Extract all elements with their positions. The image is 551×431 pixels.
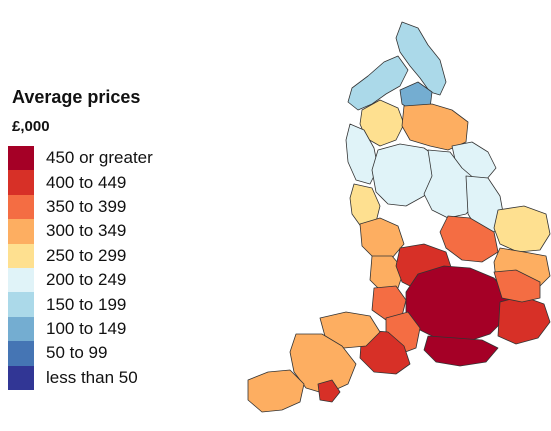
region-cambridgeshire bbox=[439, 215, 499, 263]
legend-label: 350 to 399 bbox=[46, 196, 127, 216]
legend-label: 50 to 99 bbox=[46, 343, 108, 363]
legend-label: 450 or greater bbox=[46, 148, 153, 168]
region-south-hams bbox=[317, 379, 341, 403]
legend-item: less than 50 bbox=[8, 365, 208, 390]
legend-swatch bbox=[8, 341, 34, 366]
region-west-midlands bbox=[371, 143, 439, 207]
region-lancashire bbox=[345, 123, 379, 185]
region-east-midlands bbox=[423, 149, 479, 219]
legend-label: 150 to 199 bbox=[46, 294, 127, 314]
legend-item: 250 to 299 bbox=[8, 243, 208, 268]
region-yorkshire-dales bbox=[359, 99, 405, 147]
region-shropshire bbox=[359, 217, 405, 259]
legend-swatch bbox=[8, 146, 34, 171]
legend-item: 200 to 249 bbox=[8, 267, 208, 293]
legend-item: 150 to 199 bbox=[8, 292, 208, 317]
legend-swatch bbox=[8, 292, 34, 317]
legend-label: 100 to 149 bbox=[46, 318, 127, 338]
legend-unit: £,000 bbox=[12, 118, 50, 135]
legend-swatch bbox=[8, 219, 34, 244]
legend-label: less than 50 bbox=[46, 367, 138, 387]
region-kent bbox=[497, 295, 551, 345]
region-cornwall bbox=[247, 369, 305, 413]
legend-list: 450 or greater 400 to 449 350 to 399 300… bbox=[8, 146, 208, 390]
legend-swatch bbox=[8, 243, 34, 268]
legend-swatch bbox=[8, 170, 34, 195]
legend-item: 300 to 349 bbox=[8, 219, 208, 244]
region-london-south-east bbox=[405, 265, 509, 343]
legend-item: 100 to 149 bbox=[8, 316, 208, 342]
legend-swatch bbox=[8, 365, 34, 390]
legend-item: 50 to 99 bbox=[8, 341, 208, 366]
legend-title: Average prices bbox=[12, 87, 141, 107]
legend-item: 450 or greater bbox=[8, 146, 208, 171]
region-north-yorkshire bbox=[401, 103, 469, 151]
legend-label: 300 to 349 bbox=[46, 221, 127, 241]
region-cumbria bbox=[347, 55, 409, 111]
legend-label: 400 to 449 bbox=[46, 172, 127, 192]
region-essex bbox=[493, 269, 541, 303]
region-north-east bbox=[395, 21, 447, 96]
legend-swatch bbox=[8, 194, 34, 220]
legend-item: 400 to 449 bbox=[8, 170, 208, 195]
region-norfolk bbox=[493, 205, 551, 253]
map-legend: Average prices £,000 450 or greater 400 … bbox=[8, 86, 208, 390]
region-dorset bbox=[359, 329, 411, 375]
legend-label: 200 to 249 bbox=[46, 270, 127, 290]
region-herefordshire bbox=[369, 255, 405, 293]
region-surrey-sussex bbox=[423, 335, 499, 367]
legend-item: 350 to 399 bbox=[8, 194, 208, 220]
legend-swatch bbox=[8, 267, 34, 293]
legend-swatch bbox=[8, 316, 34, 342]
legend-label: 250 to 299 bbox=[46, 245, 127, 265]
